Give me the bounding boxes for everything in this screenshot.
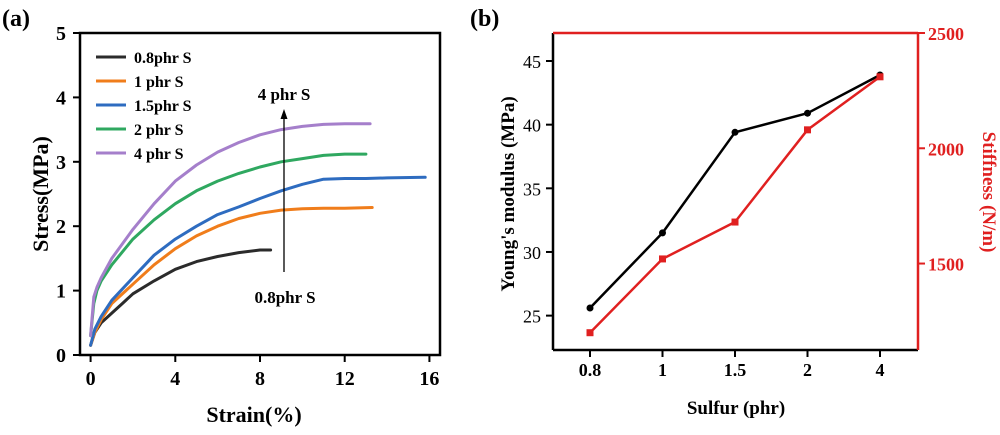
- panel-b: (b) 0.8 1 1.5 2 4 25 30 35 40 45 1500 2000 2500 Sulf…: [470, 6, 999, 419]
- panel-a-arrow-head: [280, 109, 288, 119]
- panel-b-right-axis-label: Stiffness (N/m): [978, 132, 999, 253]
- panel-b-x-tick-label: 1: [658, 360, 667, 380]
- panel-a-series-line-4: [89, 122, 372, 338]
- panel-b-x-tick-label: 0.8: [579, 360, 602, 380]
- panel-a-x-tick-label: 0: [86, 368, 96, 390]
- panel-b-point-0: [731, 128, 739, 136]
- panel-a-x-tick-label: 16: [419, 368, 439, 390]
- panel-b-left-tick-label: 45: [523, 52, 541, 72]
- panel-b-point-1: [731, 218, 739, 226]
- panel-a-legend-label: 2 phr S: [134, 122, 184, 139]
- panel-a-y-tick-label: 2: [56, 216, 66, 238]
- panel-b-left-tick-label: 35: [523, 179, 541, 199]
- panel-a-y-tick-label: 1: [56, 281, 66, 303]
- panel-b-point-0: [586, 304, 594, 312]
- panel-a-label: (a): [2, 6, 30, 32]
- panel-a-x-tick-label: 4: [170, 368, 180, 390]
- panel-a-legend-label: 0.8phr S: [134, 50, 192, 67]
- panel-b-point-0: [659, 229, 666, 237]
- panel-a-legend-label: 4 phr S: [134, 146, 184, 163]
- panel-b-left-tick-label: 25: [523, 307, 541, 327]
- panel-a-series-line-2: [89, 175, 427, 347]
- panel-b-point-1: [804, 126, 811, 134]
- panel-a-y-tick-label: 3: [56, 152, 66, 174]
- panel-a-series-line-1: [89, 206, 374, 347]
- panel-b-left-axis-label: Young's modulus (MPa): [498, 96, 519, 291]
- panel-a-x-axis-label: Strain(%): [206, 402, 301, 427]
- panel-a-annotation-top: 4 phr S: [258, 85, 311, 104]
- panel-b-label: (b): [470, 6, 499, 32]
- panel-b-x-tick-label: 2: [803, 360, 812, 380]
- panel-b-x-tick-label: 1.5: [724, 360, 747, 380]
- panel-a-y-axis-label: Stress(MPa): [28, 136, 53, 252]
- panel-b-x-axis-label: Sulfur (phr): [687, 398, 785, 419]
- panel-b-left-tick-label: 30: [523, 243, 541, 263]
- panel-a-x-tick-label: 8: [255, 368, 265, 390]
- panel-a-annotation-bottom: 0.8phr S: [254, 288, 315, 307]
- panel-b-point-1: [659, 255, 666, 263]
- panel-b-point-1: [586, 329, 594, 337]
- panel-a-x-tick-label: 12: [335, 368, 355, 390]
- panel-a-legend-label: 1 phr S: [134, 74, 184, 91]
- panel-a-y-tick-label: 5: [56, 23, 66, 45]
- panel-a-legend: 0.8phr S 1 phr S 1.5phr S 2 phr S 4 phr S: [96, 50, 192, 163]
- panel-a-series-line-3: [89, 152, 368, 338]
- panel-b-left-tick-label: 40: [523, 116, 541, 136]
- panel-b-plot-area: 0.8 1 1.5 2 4 25 30 35 40 45 1500 2000 2500: [523, 24, 964, 380]
- panel-b-right-tick-label: 1500: [928, 255, 964, 275]
- panel-b-point-0: [804, 109, 811, 117]
- panel-b-right-tick-label: 2500: [928, 24, 964, 44]
- panel-b-series-line-1: [589, 75, 881, 334]
- panel-a-y-tick-label: 4: [56, 87, 66, 109]
- panel-a-y-tick-label: 0: [56, 345, 66, 367]
- panel-a-legend-label: 1.5phr S: [134, 98, 192, 115]
- panel-b-right-tick-label: 2000: [928, 139, 964, 159]
- panel-b-x-tick-label: 4: [876, 360, 885, 380]
- panel-b-point-1: [876, 73, 884, 81]
